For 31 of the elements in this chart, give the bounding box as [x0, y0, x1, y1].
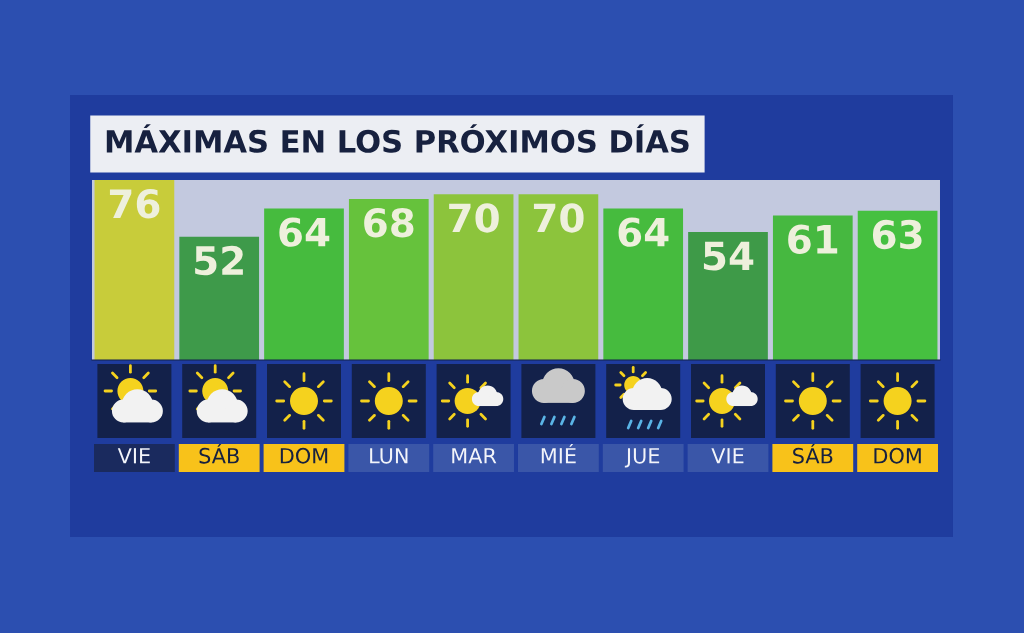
data-label: 61: [788, 224, 838, 254]
bar: [179, 236, 260, 360]
x-tick-label: SÁB: [199, 444, 239, 464]
x-tick-label: JUE: [624, 448, 660, 468]
data-label: 54: [703, 241, 754, 271]
x-tick-label: DOM: [874, 447, 921, 464]
x-tick-label: SÁB: [793, 444, 833, 464]
bar: [857, 210, 938, 360]
bar: [603, 208, 684, 360]
data-label: 68: [364, 207, 414, 238]
x-tick-label: VIE: [711, 448, 744, 464]
x-tick-label: DOM: [280, 447, 328, 464]
data-label: 70: [533, 203, 584, 233]
x-tick-label: MIÉ: [541, 444, 576, 464]
data-label: 64: [279, 217, 330, 247]
x-tick-label: MAR: [452, 448, 497, 464]
data-label: 52: [195, 245, 243, 276]
x-tick-label: LUN: [370, 448, 408, 464]
bar: [94, 180, 175, 360]
chart-title: MÁXIMAS EN LOS PRÓXIMOS DÍAS: [106, 124, 689, 153]
bar: [518, 194, 599, 360]
x-tick-label: VIE: [117, 448, 150, 464]
bar: [264, 208, 344, 360]
data-label: 63: [872, 219, 922, 250]
data-label: 64: [618, 217, 669, 247]
data-label: 70: [449, 203, 499, 233]
bar: [433, 194, 514, 360]
bar: [772, 215, 853, 360]
bar: [348, 198, 429, 360]
bar: [688, 232, 768, 360]
data-label: 76: [109, 189, 160, 219]
